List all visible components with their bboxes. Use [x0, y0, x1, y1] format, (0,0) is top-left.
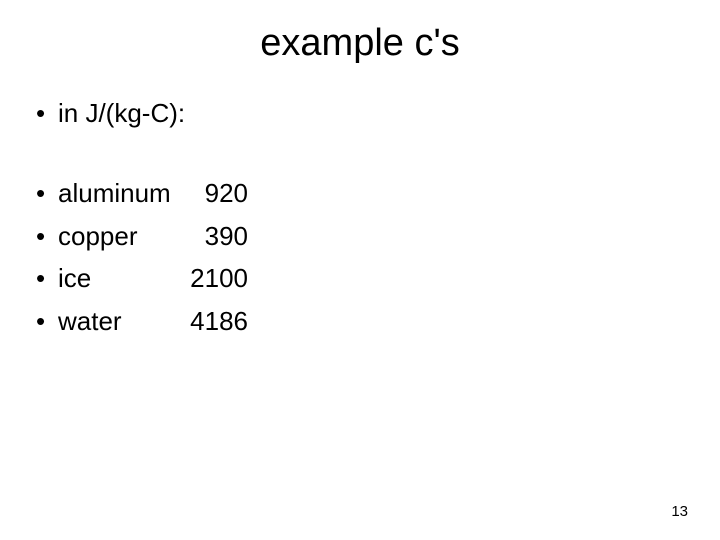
- bullet-icon: •: [36, 175, 58, 211]
- material-value: 4186: [186, 303, 248, 339]
- material-row: • copper 390: [36, 218, 720, 254]
- unit-line: • in J/(kg-C):: [36, 95, 720, 131]
- material-name: water: [58, 303, 186, 339]
- material-row: • water 4186: [36, 303, 720, 339]
- material-name: ice: [58, 260, 186, 296]
- material-value: 2100: [186, 260, 248, 296]
- material-name: aluminum: [58, 175, 186, 211]
- bullet-icon: •: [36, 218, 58, 254]
- material-value: 390: [186, 218, 248, 254]
- material-row: • ice 2100: [36, 260, 720, 296]
- unit-text: in J/(kg-C):: [58, 95, 185, 131]
- bullet-icon: •: [36, 95, 58, 131]
- material-value: 920: [186, 175, 248, 211]
- material-name: copper: [58, 218, 186, 254]
- slide-title: example c's: [0, 0, 720, 95]
- slide-content: • in J/(kg-C): • aluminum 920 • copper 3…: [0, 95, 720, 339]
- bullet-icon: •: [36, 260, 58, 296]
- material-row: • aluminum 920: [36, 175, 720, 211]
- bullet-icon: •: [36, 303, 58, 339]
- page-number: 13: [671, 503, 688, 520]
- blank-spacer: [36, 137, 720, 175]
